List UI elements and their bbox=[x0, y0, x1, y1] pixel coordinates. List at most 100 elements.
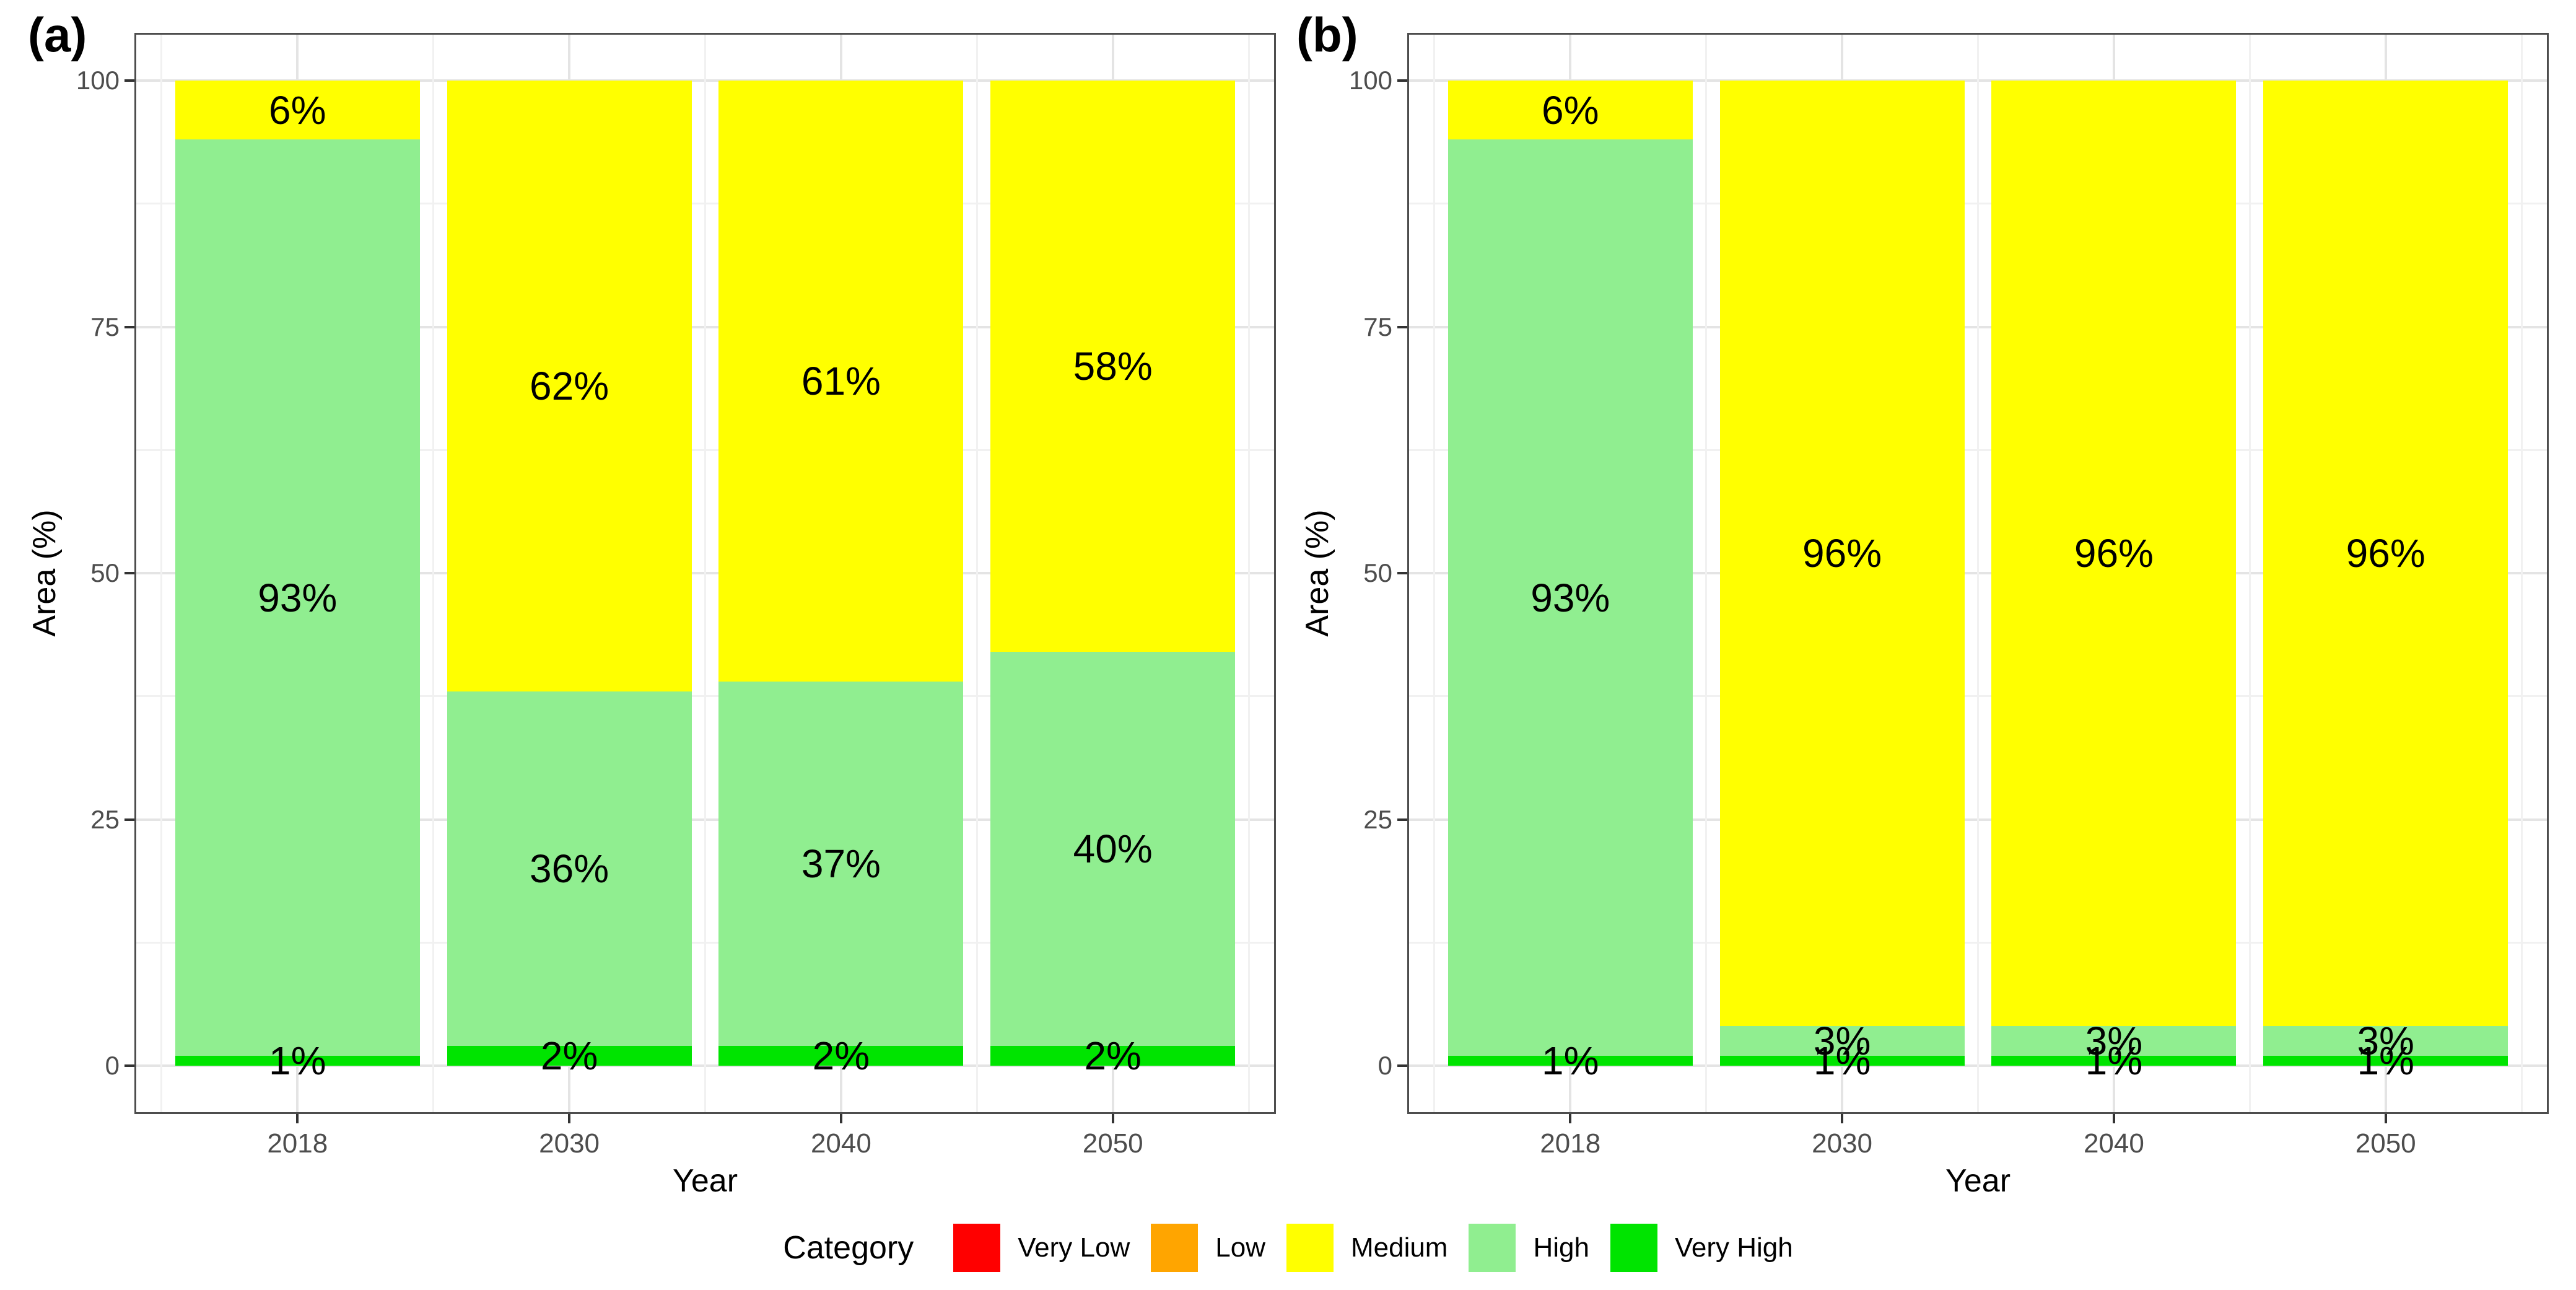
bar-segment-very-high bbox=[1719, 1056, 1965, 1066]
y-axis-tick bbox=[124, 1064, 134, 1067]
legend-swatch-low bbox=[1151, 1224, 1198, 1272]
bar-value-label: 93% bbox=[258, 575, 338, 620]
gridline-v-minor bbox=[2520, 33, 2523, 1114]
gridline-v-minor bbox=[1977, 33, 1979, 1114]
y-axis-tick-label: 100 bbox=[1348, 66, 1392, 95]
x-axis-title: Year bbox=[1945, 1163, 2011, 1199]
y-axis-tick-label: 0 bbox=[1378, 1051, 1392, 1080]
legend-item-medium: Medium bbox=[1286, 1224, 1448, 1272]
x-axis-tick bbox=[1111, 1114, 1114, 1123]
gridline-v-minor bbox=[160, 33, 163, 1114]
bar-value-label: 93% bbox=[1530, 575, 1610, 620]
bar-segment-high bbox=[175, 139, 420, 1056]
bar-value-label: 3% bbox=[1813, 1019, 1871, 1064]
bar-segment-very-high bbox=[990, 1046, 1236, 1066]
gridline-v-minor bbox=[1247, 33, 1250, 1114]
x-axis-tick bbox=[1841, 1114, 1844, 1123]
bar-segment-very-high bbox=[718, 1046, 964, 1066]
bar-segment-medium bbox=[2263, 81, 2508, 1027]
y-axis-tick-label: 50 bbox=[1363, 558, 1392, 587]
legend-swatch-very-low bbox=[953, 1224, 1001, 1272]
bar-segment-high bbox=[447, 691, 692, 1046]
y-axis-tick bbox=[124, 79, 134, 82]
bar-segment-very-high bbox=[447, 1046, 692, 1066]
y-axis-tick bbox=[1397, 79, 1407, 82]
x-axis-tick bbox=[2384, 1114, 2387, 1123]
x-axis-tick-label: 2050 bbox=[1082, 1128, 1143, 1159]
y-axis-title: Area (%) bbox=[1299, 509, 1335, 637]
y-axis-tick bbox=[124, 325, 134, 328]
bar-value-label: 1% bbox=[1813, 1038, 1871, 1084]
bar-segment-high bbox=[718, 681, 964, 1046]
bar-value-label: 37% bbox=[801, 841, 881, 887]
y-axis-tick-label: 0 bbox=[105, 1051, 120, 1080]
x-axis-tick-label: 2050 bbox=[2355, 1128, 2416, 1159]
gridline-v-minor bbox=[432, 33, 435, 1114]
x-axis-tick-label: 2040 bbox=[2083, 1128, 2144, 1159]
bar-segment-high bbox=[990, 652, 1236, 1046]
bar-value-label: 62% bbox=[530, 363, 609, 408]
x-axis-tick bbox=[1569, 1114, 1572, 1123]
bar-segment-very-high bbox=[1447, 1056, 1693, 1066]
legend-item-high: High bbox=[1469, 1224, 1589, 1272]
bar-segment-high bbox=[1991, 1026, 2237, 1056]
bar-segment-medium bbox=[175, 81, 420, 140]
bar-segment-high bbox=[1447, 139, 1693, 1056]
bar-value-label: 6% bbox=[269, 87, 326, 133]
legend-items: Very Low Low Medium High Very High bbox=[932, 1224, 1793, 1272]
bar-segment-medium bbox=[1447, 81, 1693, 140]
y-axis-tick-label: 50 bbox=[90, 558, 120, 587]
panel-a-label: (a) bbox=[28, 7, 87, 62]
legend-label: Very High bbox=[1674, 1232, 1793, 1263]
bar-value-label: 3% bbox=[2357, 1019, 2414, 1064]
y-axis-tick-label: 25 bbox=[90, 804, 120, 834]
bar-segment-medium bbox=[447, 81, 692, 691]
gridline-v-minor bbox=[2248, 33, 2251, 1114]
legend-item-low: Low bbox=[1151, 1224, 1265, 1272]
bar-value-label: 40% bbox=[1073, 827, 1153, 872]
bar-segment-very-high bbox=[2263, 1056, 2508, 1066]
plot-panel-(a): 1% 93% 6% 2% 36% 62% 2% 37% 61% 2% 40% 58% 0 25 50 75 10… bbox=[27, 33, 1276, 1197]
x-axis-tick-label: 2030 bbox=[1812, 1128, 1873, 1159]
bar-segment-medium bbox=[718, 81, 964, 682]
bar-value-label: 96% bbox=[2346, 531, 2425, 576]
bar-segment-high bbox=[1719, 1026, 1965, 1056]
legend-item-very-low: Very Low bbox=[953, 1224, 1130, 1272]
y-axis-tick bbox=[124, 572, 134, 574]
bar-value-label: 58% bbox=[1073, 344, 1153, 389]
x-axis-tick-label: 2030 bbox=[539, 1128, 600, 1159]
plot-panel-(b): 1% 93% 6% 1% 3% 96% 1% 3% 96% 1% 3% 96% 0 25 50 75 100 20… bbox=[1299, 33, 2549, 1197]
legend-swatch-high bbox=[1469, 1224, 1516, 1272]
bar-value-label: 1% bbox=[1542, 1038, 1599, 1084]
bar-value-label: 6% bbox=[1542, 87, 1599, 133]
y-axis-title: Area (%) bbox=[27, 509, 63, 637]
legend-label: High bbox=[1533, 1232, 1589, 1263]
bar-value-label: 1% bbox=[2085, 1038, 2143, 1084]
bar-value-label: 2% bbox=[1084, 1033, 1142, 1079]
bar-segment-very-high bbox=[1991, 1056, 2237, 1066]
legend-swatch-medium bbox=[1286, 1224, 1334, 1272]
panel-b-label: (b) bbox=[1296, 7, 1358, 62]
bar-segment-medium bbox=[990, 81, 1236, 652]
bar-segment-medium bbox=[1719, 81, 1965, 1027]
gridline-v-minor bbox=[1705, 33, 1708, 1114]
y-axis-tick bbox=[1397, 325, 1407, 328]
bar-value-label: 3% bbox=[2085, 1019, 2143, 1064]
bar-value-label: 2% bbox=[540, 1033, 598, 1079]
legend: Category Very Low Low Medium High Very High bbox=[0, 1224, 2576, 1272]
y-axis-tick bbox=[124, 818, 134, 821]
legend-title: Category bbox=[783, 1230, 914, 1266]
x-axis-tick-label: 2018 bbox=[267, 1128, 328, 1159]
y-axis-tick bbox=[1397, 1064, 1407, 1067]
bar-segment-high bbox=[2263, 1026, 2508, 1056]
y-axis-tick-label: 75 bbox=[1363, 312, 1392, 341]
x-axis-tick-label: 2040 bbox=[810, 1128, 871, 1159]
legend-label: Medium bbox=[1350, 1232, 1448, 1263]
y-axis-tick-label: 25 bbox=[1363, 804, 1392, 834]
x-axis-tick bbox=[839, 1114, 842, 1123]
bar-value-label: 61% bbox=[801, 358, 881, 403]
gridline-v-minor bbox=[704, 33, 706, 1114]
bar-value-label: 96% bbox=[2074, 531, 2154, 576]
x-axis-tick bbox=[296, 1114, 299, 1123]
gridline-v-minor bbox=[976, 33, 978, 1114]
